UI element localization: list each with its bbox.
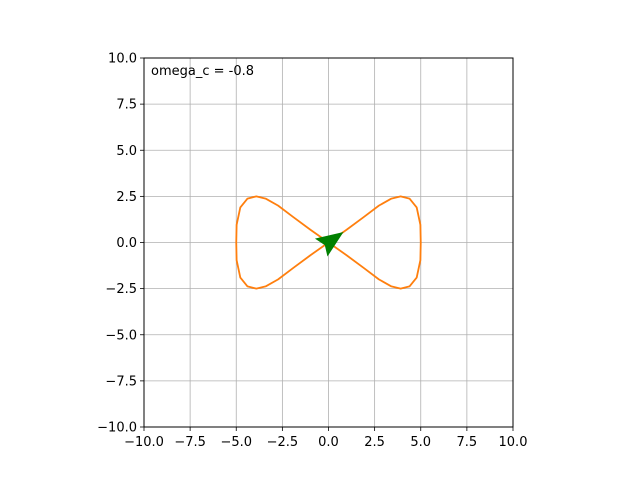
x-tick-label: −2.5 (267, 435, 299, 450)
x-tick-label: 5.0 (410, 435, 431, 450)
y-tick-label: 7.5 (116, 98, 137, 113)
y-tick-label: −10.0 (97, 421, 137, 436)
y-tick-label: 0.0 (116, 236, 137, 251)
y-tick-label: 10.0 (108, 52, 137, 67)
x-tick-label: −10.0 (124, 435, 164, 450)
y-tick-label: −7.5 (105, 374, 137, 389)
omega-annotation: omega_c = -0.8 (151, 64, 254, 79)
x-tick-label: −5.0 (220, 435, 252, 450)
arrow-icon (314, 231, 344, 257)
ticks: −10.0 −7.5 −5.0 −2.5 0.0 2.5 5.0 7.5 10.0 −10.0 −7… (97, 52, 527, 451)
y-tick-label: −2.5 (105, 282, 137, 297)
x-tick-label: 7.5 (457, 435, 478, 450)
x-tick-label: 10.0 (499, 435, 528, 450)
x-tick-label: 2.5 (364, 435, 385, 450)
marker-layer (314, 231, 344, 257)
y-tick-label: 2.5 (116, 190, 137, 205)
x-tick-label: −7.5 (174, 435, 206, 450)
vehicle-arrow-marker (314, 231, 344, 257)
y-tick-label: 5.0 (116, 144, 137, 159)
y-tick-label: −5.0 (105, 328, 137, 343)
x-tick-label: 0.0 (318, 435, 339, 450)
